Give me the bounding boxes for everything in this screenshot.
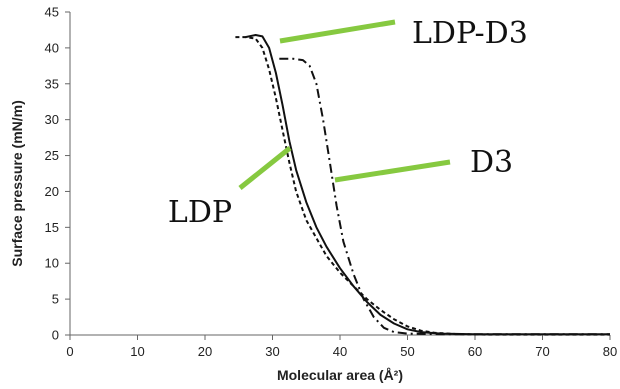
y-tick-label: 35 bbox=[45, 76, 59, 91]
y-tick-label: 20 bbox=[45, 184, 59, 199]
y-tick-label: 30 bbox=[45, 112, 59, 127]
x-tick-label: 60 bbox=[468, 344, 482, 359]
y-tick-label: 45 bbox=[45, 5, 59, 20]
series-line-ldp-d3 bbox=[245, 34, 610, 336]
x-ticks: 0 10 20 30 40 50 60 70 80 bbox=[66, 335, 617, 359]
y-tick-label: 25 bbox=[45, 148, 59, 163]
series-layer bbox=[235, 34, 610, 336]
y-tick-label: 10 bbox=[45, 256, 59, 271]
x-axis-title: Molecular area (Å²) bbox=[277, 367, 403, 383]
x-tick-label: 20 bbox=[198, 344, 212, 359]
annotation-pointer-d3 bbox=[334, 159, 451, 183]
y-tick-label: 5 bbox=[52, 292, 59, 307]
x-tick-label: 70 bbox=[535, 344, 549, 359]
annotation-layer: LDP-D3 D3 LDP bbox=[168, 16, 528, 230]
x-tick-label: 40 bbox=[333, 344, 347, 359]
y-tick-label: 0 bbox=[52, 328, 59, 343]
x-tick-label: 0 bbox=[66, 344, 73, 359]
y-ticks: 0 5 10 15 20 25 30 35 40 45 bbox=[45, 5, 70, 343]
y-axis-title: Surface pressure (mN/m) bbox=[9, 100, 25, 267]
annotation-label-ldp-d3: LDP-D3 bbox=[412, 16, 528, 51]
x-tick-label: 10 bbox=[130, 344, 144, 359]
annotation-label-d3: D3 bbox=[470, 145, 513, 180]
annotation-pointer-ldp bbox=[238, 146, 292, 190]
series-line-ldp bbox=[235, 36, 610, 336]
x-tick-label: 50 bbox=[400, 344, 414, 359]
y-tick-label: 40 bbox=[45, 40, 59, 55]
series-line-d3 bbox=[279, 57, 610, 336]
axes: 0 10 20 30 40 50 60 70 80 0 5 10 15 20 25 30 35 40 45 bbox=[45, 5, 618, 360]
annotation-pointer-ldp-d3 bbox=[279, 19, 396, 44]
annotation-label-ldp: LDP bbox=[168, 195, 232, 230]
x-tick-label: 80 bbox=[603, 344, 617, 359]
y-tick-label: 15 bbox=[45, 220, 59, 235]
x-tick-label: 30 bbox=[265, 344, 279, 359]
